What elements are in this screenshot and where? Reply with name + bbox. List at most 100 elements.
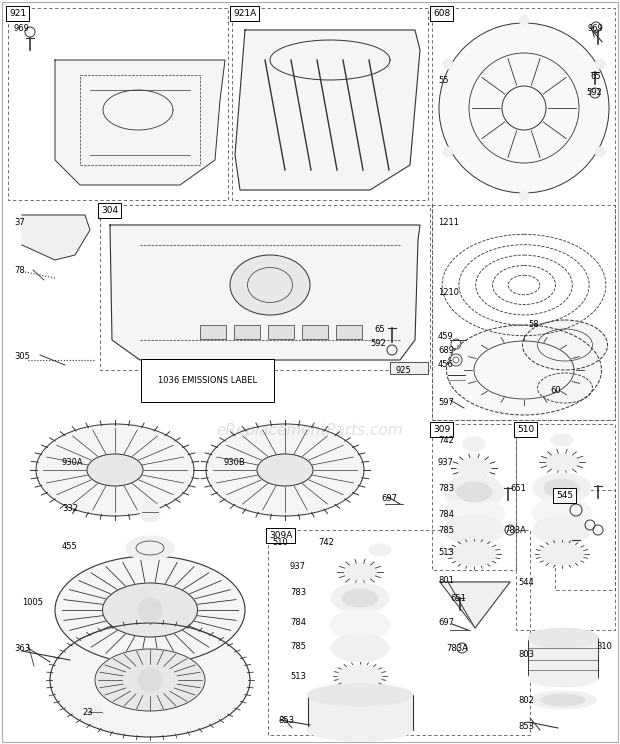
Bar xyxy=(432,205,615,420)
Ellipse shape xyxy=(533,473,591,503)
Ellipse shape xyxy=(206,424,364,516)
Ellipse shape xyxy=(257,454,313,486)
Bar xyxy=(268,530,530,735)
Text: 742: 742 xyxy=(318,538,334,547)
Text: 783A: 783A xyxy=(504,526,526,535)
Ellipse shape xyxy=(528,628,598,648)
Text: 742: 742 xyxy=(438,436,454,445)
Text: 545: 545 xyxy=(556,491,573,500)
Bar xyxy=(200,325,226,339)
Bar xyxy=(100,205,430,370)
Circle shape xyxy=(443,59,453,69)
Text: 689: 689 xyxy=(438,346,454,355)
Bar xyxy=(516,424,615,630)
Text: 510: 510 xyxy=(517,425,534,434)
Text: 456: 456 xyxy=(438,360,454,369)
Text: 332: 332 xyxy=(62,504,78,513)
Text: 304: 304 xyxy=(101,206,118,215)
Ellipse shape xyxy=(87,454,143,486)
Ellipse shape xyxy=(342,589,378,607)
Bar xyxy=(234,325,260,339)
Text: 513: 513 xyxy=(438,548,454,557)
Bar xyxy=(555,490,615,590)
Ellipse shape xyxy=(533,516,591,544)
Ellipse shape xyxy=(456,482,492,502)
Text: 785: 785 xyxy=(290,642,306,651)
Text: 969: 969 xyxy=(14,24,30,33)
Bar xyxy=(432,424,516,570)
Text: 513: 513 xyxy=(290,672,306,681)
Text: 801: 801 xyxy=(438,576,454,585)
Ellipse shape xyxy=(444,475,504,509)
Bar xyxy=(8,8,228,200)
Ellipse shape xyxy=(36,424,194,516)
Ellipse shape xyxy=(532,498,592,528)
Text: 1211: 1211 xyxy=(438,218,459,227)
Bar xyxy=(432,8,615,420)
Text: 1036 EMISSIONS LABEL: 1036 EMISSIONS LABEL xyxy=(158,376,257,385)
Text: 937: 937 xyxy=(438,458,454,467)
Polygon shape xyxy=(440,582,510,628)
Text: 969: 969 xyxy=(588,24,604,33)
Ellipse shape xyxy=(446,325,601,415)
Text: 784: 784 xyxy=(290,618,306,627)
Ellipse shape xyxy=(444,515,504,545)
Ellipse shape xyxy=(230,255,310,315)
Text: 58: 58 xyxy=(528,320,539,329)
Ellipse shape xyxy=(541,694,585,706)
Text: 921: 921 xyxy=(9,9,26,18)
Text: eReplacementParts.com: eReplacementParts.com xyxy=(216,423,404,437)
Ellipse shape xyxy=(551,434,573,446)
Polygon shape xyxy=(448,582,510,628)
Bar xyxy=(302,325,328,339)
Ellipse shape xyxy=(102,583,198,637)
Text: 853: 853 xyxy=(278,716,294,725)
Circle shape xyxy=(595,59,605,69)
Circle shape xyxy=(138,598,162,622)
Polygon shape xyxy=(22,215,90,260)
Text: 1210: 1210 xyxy=(438,288,459,297)
Text: 651: 651 xyxy=(450,594,466,603)
Ellipse shape xyxy=(338,665,382,687)
Ellipse shape xyxy=(540,543,584,565)
Text: 697: 697 xyxy=(438,618,454,627)
Text: 544: 544 xyxy=(518,578,534,587)
Ellipse shape xyxy=(443,497,505,531)
Text: 921A: 921A xyxy=(233,9,256,18)
Text: 455: 455 xyxy=(62,542,78,551)
Text: 55: 55 xyxy=(438,76,448,85)
Text: 592: 592 xyxy=(586,88,602,97)
Text: 785: 785 xyxy=(438,526,454,535)
Text: 784: 784 xyxy=(438,510,454,519)
Circle shape xyxy=(140,502,160,522)
Text: 853: 853 xyxy=(518,722,534,731)
Text: 37: 37 xyxy=(14,218,25,227)
Ellipse shape xyxy=(528,669,598,687)
Bar xyxy=(308,695,413,730)
Ellipse shape xyxy=(126,536,174,560)
Ellipse shape xyxy=(55,556,245,664)
Bar xyxy=(232,8,428,200)
Text: 459: 459 xyxy=(438,332,454,341)
Text: 608: 608 xyxy=(433,9,450,18)
Text: 310: 310 xyxy=(596,642,612,651)
Text: 65: 65 xyxy=(590,72,601,81)
Ellipse shape xyxy=(523,320,608,370)
Text: 305: 305 xyxy=(14,352,30,361)
Text: 510: 510 xyxy=(272,538,288,547)
Ellipse shape xyxy=(545,453,579,471)
Text: 60: 60 xyxy=(550,386,560,395)
Bar xyxy=(336,325,362,339)
Text: 363: 363 xyxy=(14,644,30,653)
Ellipse shape xyxy=(330,610,390,640)
Circle shape xyxy=(87,704,103,720)
Bar xyxy=(528,638,598,678)
Ellipse shape xyxy=(544,479,580,497)
Text: 783: 783 xyxy=(438,484,454,493)
Circle shape xyxy=(439,23,609,193)
Text: 937: 937 xyxy=(290,562,306,571)
Text: 930A: 930A xyxy=(62,458,84,467)
Circle shape xyxy=(443,147,453,157)
Circle shape xyxy=(519,191,529,201)
Ellipse shape xyxy=(463,437,485,451)
